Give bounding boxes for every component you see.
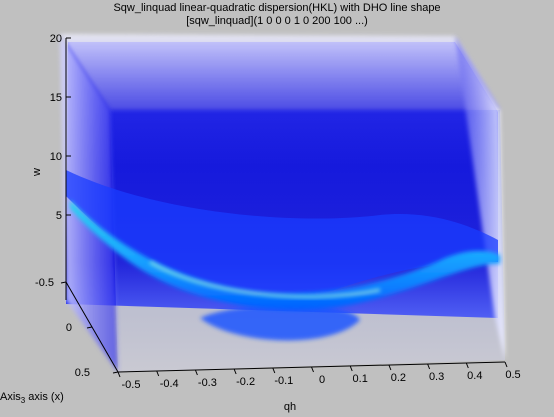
chart-subtitle: [sqw_linquad](1 0 0 0 1 0 200 100 ...)	[186, 15, 368, 27]
x-tick-mark	[465, 362, 469, 369]
x-tick-label: 0.4	[467, 370, 482, 382]
x-tick-mark	[194, 369, 198, 376]
x-tick-label: 0.3	[429, 371, 444, 383]
dispersion-lower-blob	[200, 304, 360, 341]
depth-tick-mark	[60, 281, 67, 284]
volume-top-face	[60, 34, 500, 110]
x-axis-label: qh	[284, 401, 296, 413]
x-tick-label: -0.5	[122, 379, 141, 391]
depth-tick-label: 0.5	[75, 367, 90, 379]
x-tick-label: 0.5	[505, 369, 520, 381]
depth-axis-ticks: -0.5 0 0.5	[35, 277, 119, 379]
z-tick-label: 20	[50, 33, 62, 45]
x-tick-label: -0.3	[198, 377, 217, 389]
x-tick-label: -0.2	[236, 376, 255, 388]
z-tick-label: 10	[50, 151, 62, 163]
depth-tick-label: 0	[66, 322, 72, 334]
x-axis-ticks: -0.5 -0.4 -0.3 -0.2 -0.1 0 0.1 0.2 0.3 0.4 0.5	[117, 361, 521, 391]
depth-axis-label-main: Axis	[0, 391, 21, 403]
dispersion-band	[70, 200, 500, 310]
depth-axis-label-suffix: axis (x)	[25, 391, 64, 403]
chart-title: Sqw_linquad linear-quadratic dispersion(…	[113, 2, 441, 14]
x-tick-label: -0.4	[160, 378, 179, 390]
x-tick-mark	[427, 363, 431, 370]
x-tick-mark	[388, 364, 392, 371]
x-tick-label: 0.2	[391, 372, 406, 384]
x-tick-mark	[272, 367, 276, 374]
z-axis-ticks: 5 10 15 20	[50, 33, 71, 222]
depth-axis-label-sub: 3	[21, 396, 26, 405]
depth-tick-mark	[86, 326, 93, 329]
x-tick-label: 0	[319, 374, 325, 386]
z-tick-label: 15	[50, 92, 62, 104]
depth-tick-label: -0.5	[35, 277, 54, 289]
depth-axis-label: Axis3 axis (x)	[0, 391, 64, 405]
x-tick-mark	[311, 366, 314, 373]
x-tick-mark	[504, 361, 508, 368]
x-tick-mark	[156, 370, 160, 377]
z-tick-label: 5	[56, 210, 62, 222]
x-tick-mark	[349, 365, 353, 372]
z-axis-label: w	[31, 168, 43, 177]
x-tick-mark	[117, 371, 121, 378]
x-tick-label: 0.1	[353, 373, 368, 385]
x-tick-mark	[233, 368, 237, 375]
x-tick-label: -0.1	[274, 375, 293, 387]
dispersion-band-highlight	[149, 260, 381, 299]
depth-tick-mark	[112, 371, 119, 374]
